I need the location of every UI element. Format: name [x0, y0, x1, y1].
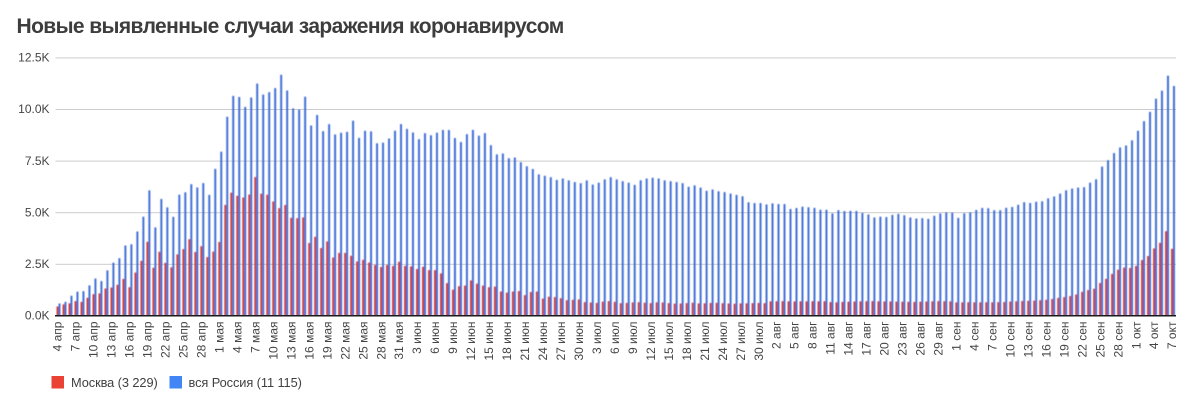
- svg-text:21 июн: 21 июн: [518, 322, 532, 361]
- svg-text:10 сен: 10 сен: [1003, 322, 1017, 358]
- svg-text:5.0K: 5.0K: [25, 205, 50, 219]
- svg-text:1 сен: 1 сен: [950, 322, 964, 351]
- svg-text:7.5K: 7.5K: [25, 154, 50, 168]
- svg-text:7 мая: 7 мая: [248, 322, 262, 353]
- svg-text:вся Россия (11 115): вся Россия (11 115): [189, 375, 302, 390]
- svg-text:24 июл: 24 июл: [716, 322, 730, 361]
- svg-text:31 мая: 31 мая: [392, 322, 406, 360]
- svg-text:25 сен: 25 сен: [1093, 322, 1107, 358]
- svg-text:9 июн: 9 июн: [446, 322, 460, 354]
- svg-text:6 июн: 6 июн: [428, 322, 442, 354]
- svg-text:0.0K: 0.0K: [25, 309, 50, 323]
- svg-text:17 авг: 17 авг: [860, 321, 874, 356]
- svg-text:28 сен: 28 сен: [1111, 322, 1125, 358]
- svg-text:25 мая: 25 мая: [356, 322, 370, 360]
- svg-text:13 апр: 13 апр: [105, 321, 119, 358]
- svg-text:Новые выявленные случаи зараже: Новые выявленные случаи заражения корона…: [17, 15, 564, 38]
- svg-text:3 июл: 3 июл: [590, 322, 604, 354]
- svg-text:12 июн: 12 июн: [464, 321, 478, 360]
- svg-text:4 окт: 4 окт: [1147, 321, 1161, 349]
- svg-text:23 авг: 23 авг: [896, 321, 910, 356]
- svg-text:19 мая: 19 мая: [320, 322, 334, 360]
- svg-text:13 сен: 13 сен: [1021, 322, 1035, 358]
- svg-text:26 авг: 26 авг: [914, 321, 928, 356]
- svg-text:22 мая: 22 мая: [338, 322, 352, 360]
- svg-text:15 июл: 15 июл: [662, 322, 676, 361]
- svg-text:19 апр: 19 апр: [141, 321, 155, 358]
- svg-text:4 мая: 4 мая: [231, 322, 245, 353]
- svg-text:13 мая: 13 мая: [284, 322, 298, 360]
- svg-text:18 июн: 18 июн: [500, 321, 514, 360]
- svg-text:2 авг: 2 авг: [770, 321, 784, 349]
- svg-text:7 апр: 7 апр: [69, 321, 83, 351]
- svg-text:12.5K: 12.5K: [18, 51, 49, 65]
- svg-text:2.5K: 2.5K: [25, 257, 50, 271]
- svg-text:28 мая: 28 мая: [374, 322, 388, 360]
- svg-text:12 июл: 12 июл: [644, 322, 658, 361]
- svg-text:28 апр: 28 апр: [195, 321, 209, 358]
- svg-text:27 июн: 27 июн: [554, 322, 568, 361]
- svg-text:16 мая: 16 мая: [302, 322, 316, 360]
- svg-text:18 июл: 18 июл: [680, 322, 694, 361]
- svg-text:7 сен: 7 сен: [985, 322, 999, 351]
- svg-text:14 авг: 14 авг: [842, 321, 856, 356]
- svg-text:1 мая: 1 мая: [213, 322, 227, 353]
- svg-text:19 сен: 19 сен: [1057, 322, 1071, 358]
- svg-text:10 апр: 10 апр: [87, 321, 101, 358]
- svg-text:24 июн: 24 июн: [536, 322, 550, 361]
- svg-text:4 сен: 4 сен: [968, 322, 982, 351]
- svg-text:30 июл: 30 июл: [752, 322, 766, 361]
- svg-text:22 сен: 22 сен: [1075, 322, 1089, 358]
- svg-text:22 апр: 22 апр: [159, 321, 173, 358]
- svg-text:25 апр: 25 апр: [177, 321, 191, 358]
- svg-text:16 сен: 16 сен: [1039, 322, 1053, 358]
- svg-text:9 июл: 9 июл: [626, 322, 640, 354]
- svg-text:10 мая: 10 мая: [266, 322, 280, 360]
- svg-text:30 июн: 30 июн: [572, 322, 586, 361]
- svg-text:Москва (3 229): Москва (3 229): [71, 375, 158, 390]
- svg-text:6 июл: 6 июл: [608, 322, 622, 354]
- svg-text:29 авг: 29 авг: [932, 321, 946, 356]
- svg-text:27 июл: 27 июл: [734, 322, 748, 361]
- svg-text:10.0K: 10.0K: [18, 102, 49, 116]
- svg-text:8 авг: 8 авг: [806, 321, 820, 349]
- svg-text:7 окт: 7 окт: [1165, 321, 1179, 349]
- svg-text:20 авг: 20 авг: [878, 321, 892, 356]
- svg-text:5 авг: 5 авг: [788, 321, 802, 349]
- svg-text:21 июл: 21 июл: [698, 322, 712, 361]
- svg-text:16 апр: 16 апр: [123, 321, 137, 358]
- svg-text:4 апр: 4 апр: [51, 321, 65, 351]
- svg-text:3 июн: 3 июн: [410, 322, 424, 354]
- svg-text:11 авг: 11 авг: [824, 321, 838, 355]
- svg-text:15 июн: 15 июн: [482, 321, 496, 360]
- svg-text:1 окт: 1 окт: [1129, 321, 1143, 349]
